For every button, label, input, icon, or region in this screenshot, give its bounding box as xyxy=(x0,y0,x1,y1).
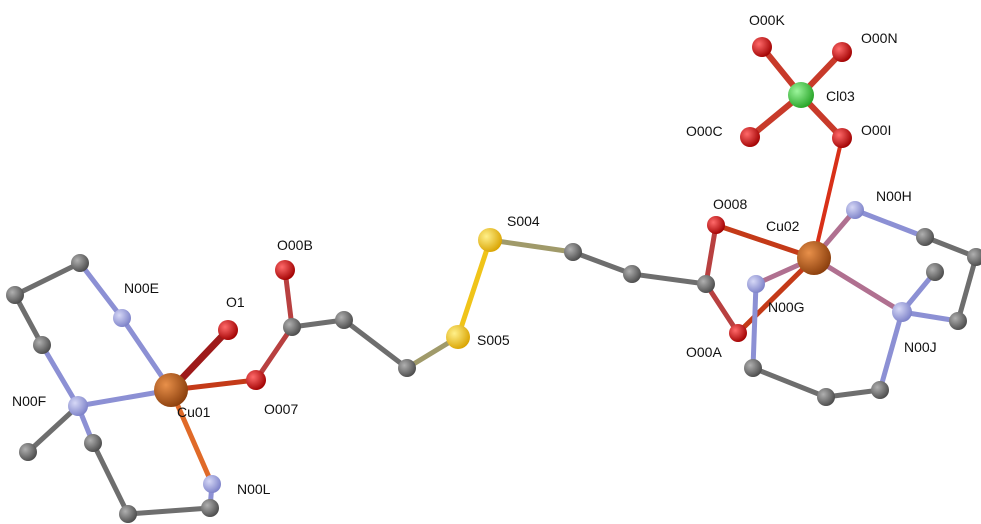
oxygen-atom-o00i xyxy=(832,128,852,148)
bond xyxy=(253,324,295,383)
carbon-atom xyxy=(6,286,24,304)
carbon-atom xyxy=(916,228,934,246)
bond xyxy=(735,255,817,336)
bond xyxy=(455,237,493,340)
oxygen-atom-o00b xyxy=(275,260,295,280)
bond xyxy=(750,365,829,400)
sulfur-atom-s005 xyxy=(446,325,470,349)
carbon-atom xyxy=(564,243,582,261)
carbon-atom xyxy=(335,311,353,329)
label-o00n: O00N xyxy=(861,30,898,46)
nitrogen-atom-n00j xyxy=(892,302,912,322)
bond xyxy=(811,255,905,315)
carbon-atom xyxy=(926,263,944,281)
carbon-atom xyxy=(623,265,641,283)
copper-atom-cu02 xyxy=(797,241,831,275)
label-s004: S004 xyxy=(507,213,540,229)
bond xyxy=(922,234,979,260)
label-n00j: N00J xyxy=(904,339,937,355)
label-o007: O007 xyxy=(264,401,298,417)
nitrogen-atom-n00l xyxy=(203,475,221,493)
atoms xyxy=(6,37,981,523)
label-n00h: N00H xyxy=(876,188,912,204)
nitrogen-atom-n00h xyxy=(846,201,864,219)
bond xyxy=(570,249,635,277)
label-o1: O1 xyxy=(226,294,245,310)
carbon-atom xyxy=(817,388,835,406)
bond xyxy=(703,281,741,336)
bond xyxy=(12,260,83,298)
oxygen-atom-o007 xyxy=(246,370,266,390)
carbon-atom xyxy=(744,359,762,377)
carbon-atom xyxy=(201,499,219,517)
oxygen-atom-o00k xyxy=(752,37,772,57)
bond xyxy=(877,309,905,393)
label-n00g: N00G xyxy=(768,299,805,315)
carbon-atom xyxy=(697,275,715,293)
carbon-atom xyxy=(71,254,89,272)
carbon-atom xyxy=(871,381,889,399)
atom-labels: O00K O00N Cl03 O00C O00I O008 Cu02 N00H … xyxy=(12,12,937,497)
nitrogen-atom-n00f xyxy=(68,396,88,416)
label-o00i: O00I xyxy=(861,122,891,138)
carbon-atom xyxy=(398,359,416,377)
oxygen-atom-o00c xyxy=(740,127,760,147)
nitrogen-atom-n00g xyxy=(747,275,765,293)
bond xyxy=(852,207,928,240)
label-cu02: Cu02 xyxy=(766,218,800,234)
label-o00a: O00A xyxy=(686,344,722,360)
oxygen-atom-o00a xyxy=(729,324,747,342)
bond xyxy=(750,281,759,371)
carbon-atom xyxy=(84,434,102,452)
label-o00k: O00K xyxy=(749,12,785,28)
label-o00c: O00C xyxy=(686,123,723,139)
label-o00b: O00B xyxy=(277,237,313,253)
bond xyxy=(823,387,883,400)
sulfur-atom-s004 xyxy=(478,228,502,252)
bond xyxy=(39,342,81,409)
bond xyxy=(90,440,131,517)
carbon-atom xyxy=(967,248,981,266)
label-s005: S005 xyxy=(477,332,510,348)
label-cl03: Cl03 xyxy=(826,88,855,104)
carbon-atom xyxy=(949,312,967,330)
bond xyxy=(703,222,719,287)
label-cu01: Cu01 xyxy=(177,404,211,420)
bond xyxy=(25,403,81,455)
bond xyxy=(629,271,709,287)
carbon-atom xyxy=(33,336,51,354)
carbon-atom xyxy=(119,505,137,523)
chlorine-atom-cl03 xyxy=(788,82,814,108)
carbon-atom xyxy=(283,318,301,336)
oxygen-atom-o00n xyxy=(832,42,852,62)
bonds xyxy=(12,44,979,517)
label-n00e: N00E xyxy=(124,280,159,296)
bond xyxy=(77,260,125,321)
oxygen-atom-o1 xyxy=(218,320,238,340)
bond xyxy=(955,254,979,324)
bond xyxy=(168,387,215,487)
bond xyxy=(12,292,45,348)
bond xyxy=(487,237,576,255)
nitrogen-atom-n00e xyxy=(113,309,131,327)
bond xyxy=(125,505,213,517)
bond xyxy=(812,136,844,260)
label-o008: O008 xyxy=(713,196,747,212)
carbon-atom xyxy=(19,443,37,461)
copper-atom-cu01 xyxy=(154,373,188,407)
label-n00l: N00L xyxy=(237,481,271,497)
oxygen-atom-o008 xyxy=(707,216,725,234)
bond xyxy=(341,317,410,371)
bond xyxy=(713,222,817,261)
label-n00f: N00F xyxy=(12,393,46,409)
